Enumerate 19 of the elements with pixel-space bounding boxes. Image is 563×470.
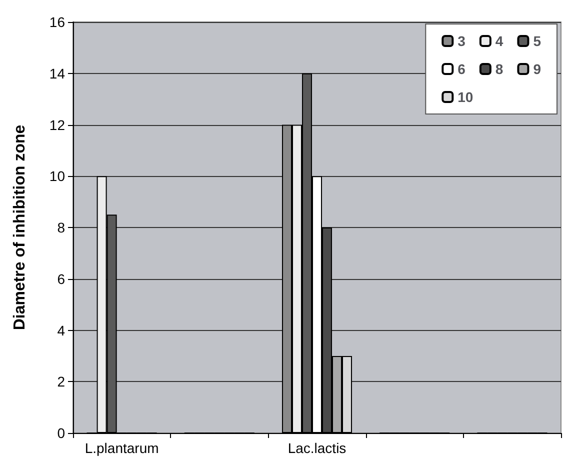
legend-label: 8 [495, 61, 504, 77]
legend-label: 9 [533, 61, 542, 77]
legend-label: 6 [458, 61, 466, 77]
y-tick-label: 12 [49, 116, 66, 133]
y-tick-label: 8 [57, 220, 66, 236]
legend-label: 5 [533, 33, 542, 49]
legend-label: 4 [495, 33, 504, 49]
y-tick-label: 16 [49, 14, 66, 30]
y-tick-label: 6 [57, 270, 66, 287]
x-tick-label: Lac.lactis [288, 440, 346, 456]
y-tick-label: 4 [57, 322, 66, 338]
y-axis-title: Diametre of inhibition zone [12, 124, 28, 330]
y-tick-label: 14 [49, 65, 66, 82]
x-tick-label: L.plantarum [84, 440, 159, 456]
y-tick-label: 0 [57, 425, 66, 441]
y-tick-label: 10 [49, 168, 66, 184]
y-tick-label: 2 [57, 374, 66, 390]
legend-label: 10 [458, 89, 474, 105]
legend-label: 3 [458, 33, 466, 49]
